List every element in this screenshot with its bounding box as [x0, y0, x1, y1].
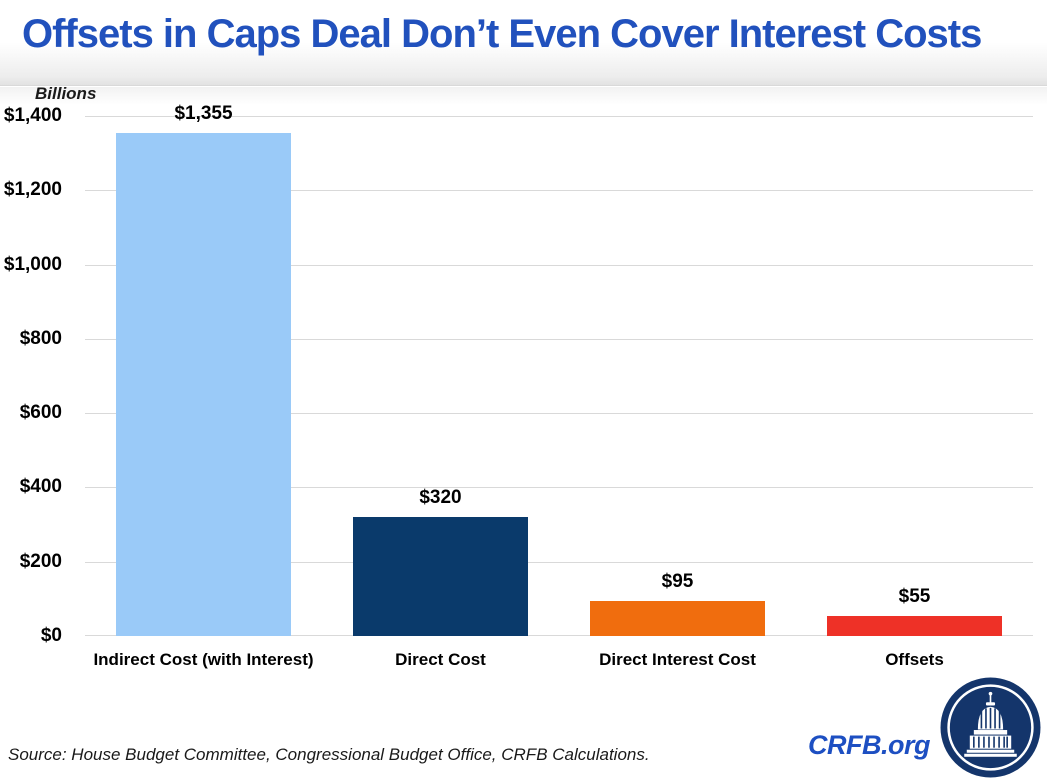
brand-row: CRFB.org — [808, 677, 1041, 778]
crfb-site-link[interactable]: CRFB.org — [808, 730, 930, 760]
y-axis-unit-label: Billions — [35, 84, 97, 103]
y-tick-label: $0 — [40, 625, 62, 646]
plot-area: $1,355 $320 $95 $55 — [85, 103, 1033, 636]
category-label: Indirect Cost (with Interest) — [93, 650, 314, 669]
y-tick-label: $800 — [19, 327, 62, 349]
bar-value-label: $1,355 — [174, 102, 233, 124]
page-title: Offsets in Caps Deal Don’t Even Cover In… — [22, 12, 982, 56]
gridline — [85, 116, 1033, 117]
category-label: Offsets — [885, 650, 944, 669]
gridline — [85, 338, 1033, 340]
y-tick-label: $1,200 — [3, 179, 62, 201]
y-tick-label: $1,400 — [3, 105, 62, 126]
source-note: Source: House Budget Committee, Congress… — [8, 745, 650, 764]
y-tick-label: $200 — [19, 550, 62, 572]
bar-4 — [827, 615, 1002, 636]
gridline — [85, 561, 1033, 563]
category-label: Direct Interest Cost — [599, 650, 756, 669]
bar-1 — [116, 132, 291, 636]
x-axis-category-labels: Indirect Cost (with Interest) Direct Cost… — [85, 650, 1033, 670]
gridline — [85, 635, 1033, 636]
y-axis-tick-labels: $0 $200 $400 $600 $800 $1,000 $1,200 $1,400 — [0, 105, 62, 646]
bar-value-label: $95 — [661, 570, 694, 592]
crfb-capitol-logo-icon[interactable] — [940, 677, 1041, 778]
bar-value-label: $55 — [898, 585, 931, 607]
y-tick-label: $1,000 — [3, 253, 62, 275]
title-banner: Offsets in Caps Deal Don’t Even Cover In… — [0, 0, 1047, 86]
gridline — [85, 264, 1033, 266]
gridline — [85, 190, 1033, 192]
bar-2 — [353, 517, 528, 636]
y-tick-label: $400 — [19, 476, 62, 498]
gridline — [85, 413, 1033, 415]
category-label: Direct Cost — [395, 650, 486, 669]
gridline — [85, 487, 1033, 489]
banner-fade — [0, 87, 1047, 105]
y-tick-label: $600 — [19, 402, 62, 424]
bar-value-label: $320 — [419, 487, 462, 509]
bar-3 — [590, 600, 765, 636]
